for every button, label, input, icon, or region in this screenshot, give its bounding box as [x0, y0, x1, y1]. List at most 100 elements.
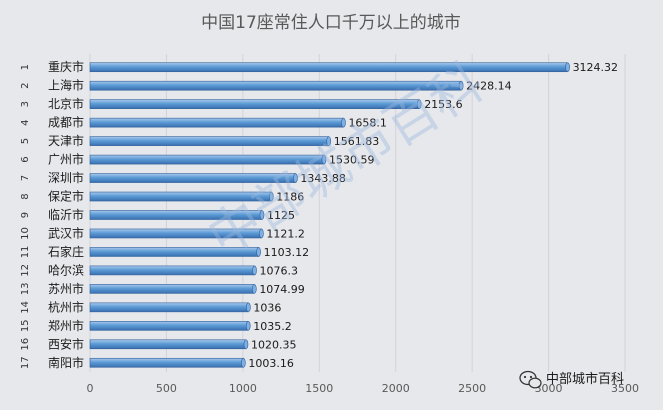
data-label: 2428.14 — [466, 80, 512, 93]
category-label: 天津市 — [48, 133, 84, 148]
bar-group: 1530.59 — [89, 154, 375, 167]
rank-label: 3 — [20, 101, 31, 107]
bar-end-cap — [256, 247, 261, 257]
data-label: 1003.16 — [248, 357, 293, 370]
bar — [89, 62, 568, 73]
x-tick-label: 2000 — [382, 382, 410, 395]
chart-title: 中国17座常住人口千万以上的城市 — [201, 13, 461, 33]
category-label: 郑州市 — [48, 318, 84, 333]
bar — [89, 357, 244, 368]
category-label: 西安市 — [48, 336, 84, 351]
bar-group: 1035.2 — [89, 320, 292, 333]
bar-end-cap — [321, 154, 327, 165]
bar-group: 1121.2 — [89, 227, 305, 240]
rank-label: 9 — [20, 212, 31, 218]
rank-label: 2 — [20, 83, 31, 89]
bar-group: 1076.3 — [89, 264, 298, 277]
category-label: 哈尔滨 — [48, 262, 84, 277]
bar — [89, 117, 344, 128]
x-axis-ticks: 0 500 1000 1500 2000 2500 3000 3500 — [87, 382, 640, 395]
x-tick-label: 3000 — [535, 382, 563, 395]
category-label: 北京市 — [48, 96, 84, 111]
bar-end-cap — [246, 302, 251, 313]
category-labels: 重庆市 1 上海市 2 北京市 3 成都市 4 天津市 5 广州市 6 深圳市 7 保定市 8 临沂市 9 武汉市 1… — [20, 59, 84, 370]
x-tick-label: 1500 — [305, 382, 333, 395]
data-label: 1036 — [253, 301, 281, 314]
brand-label: 中部城市百科 — [546, 371, 624, 387]
bar-group: 1103.12 — [89, 246, 310, 259]
rank-label: 4 — [20, 119, 31, 125]
x-tick-label: 0 — [87, 382, 94, 395]
bar-end-cap — [259, 228, 264, 239]
category-label: 成都市 — [48, 115, 84, 130]
bar-end-cap — [268, 191, 274, 202]
data-label: 2153.6 — [424, 98, 463, 111]
category-label: 杭州市 — [48, 299, 84, 314]
bar-end-cap — [245, 321, 251, 331]
rank-label: 10 — [20, 227, 31, 240]
bar — [89, 302, 249, 313]
bar-group: 1003.16 — [89, 357, 294, 370]
x-tick-label: 1000 — [229, 382, 257, 395]
bar — [89, 99, 420, 109]
rank-label: 6 — [20, 156, 31, 162]
rank-label: 5 — [20, 138, 31, 144]
data-label: 1020.35 — [251, 338, 296, 351]
bar-end-cap — [341, 117, 346, 128]
bar-end-cap — [241, 357, 246, 368]
data-label: 1658.1 — [348, 117, 387, 130]
bar-group: 1658.1 — [89, 117, 387, 130]
data-label: 1530.59 — [329, 154, 375, 167]
bar-group: 1186 — [89, 191, 304, 204]
category-label: 南阳市 — [48, 355, 84, 370]
rank-label: 16 — [20, 338, 31, 351]
category-label: 保定市 — [48, 189, 84, 204]
bar — [89, 284, 255, 294]
data-label: 1125 — [267, 209, 295, 222]
category-label: 上海市 — [48, 78, 84, 93]
category-label: 苏州市 — [48, 281, 84, 296]
rank-label: 17 — [20, 356, 31, 369]
rank-label: 12 — [20, 264, 31, 277]
data-label: 1035.2 — [253, 320, 292, 333]
category-label: 武汉市 — [48, 225, 84, 240]
bar-end-cap — [565, 62, 570, 73]
bar-end-cap — [252, 284, 257, 294]
rank-label: 14 — [20, 301, 31, 314]
data-label: 3124.32 — [573, 61, 619, 74]
bar-group: 1125 — [89, 209, 295, 222]
rank-label: 7 — [20, 175, 31, 181]
data-label: 1561.83 — [334, 135, 380, 148]
bar-end-cap — [252, 265, 257, 276]
data-label: 1186 — [276, 191, 304, 204]
bar-end-cap — [243, 339, 249, 350]
category-label: 重庆市 — [48, 59, 84, 74]
category-label: 临沂市 — [48, 207, 84, 222]
rank-label: 1 — [20, 64, 31, 70]
bar-end-cap — [416, 99, 422, 109]
category-label: 广州市 — [48, 152, 84, 167]
bar-end-cap — [259, 210, 265, 220]
bar-group: 1036 — [89, 301, 281, 314]
bar-group: 2153.6 — [89, 98, 463, 111]
data-label: 1121.2 — [266, 227, 305, 240]
bar — [89, 339, 247, 350]
bar-group: 1343.88 — [89, 172, 346, 185]
brand-badge: 中部城市百科 — [519, 370, 624, 389]
bar-group: 2428.14 — [89, 80, 512, 93]
x-tick-label: 500 — [156, 382, 177, 395]
rank-label: 8 — [20, 193, 31, 199]
bar — [89, 136, 330, 146]
rank-label: 13 — [20, 283, 31, 296]
bar — [89, 321, 249, 331]
bar-group: 1561.83 — [89, 135, 380, 148]
x-tick-label: 2500 — [458, 382, 486, 395]
data-label: 1103.12 — [264, 246, 310, 259]
bar-group: 1074.99 — [89, 283, 305, 296]
rank-label: 11 — [20, 246, 31, 259]
bar-group: 1020.35 — [89, 338, 296, 351]
bar-group: 3124.32 — [89, 61, 619, 74]
